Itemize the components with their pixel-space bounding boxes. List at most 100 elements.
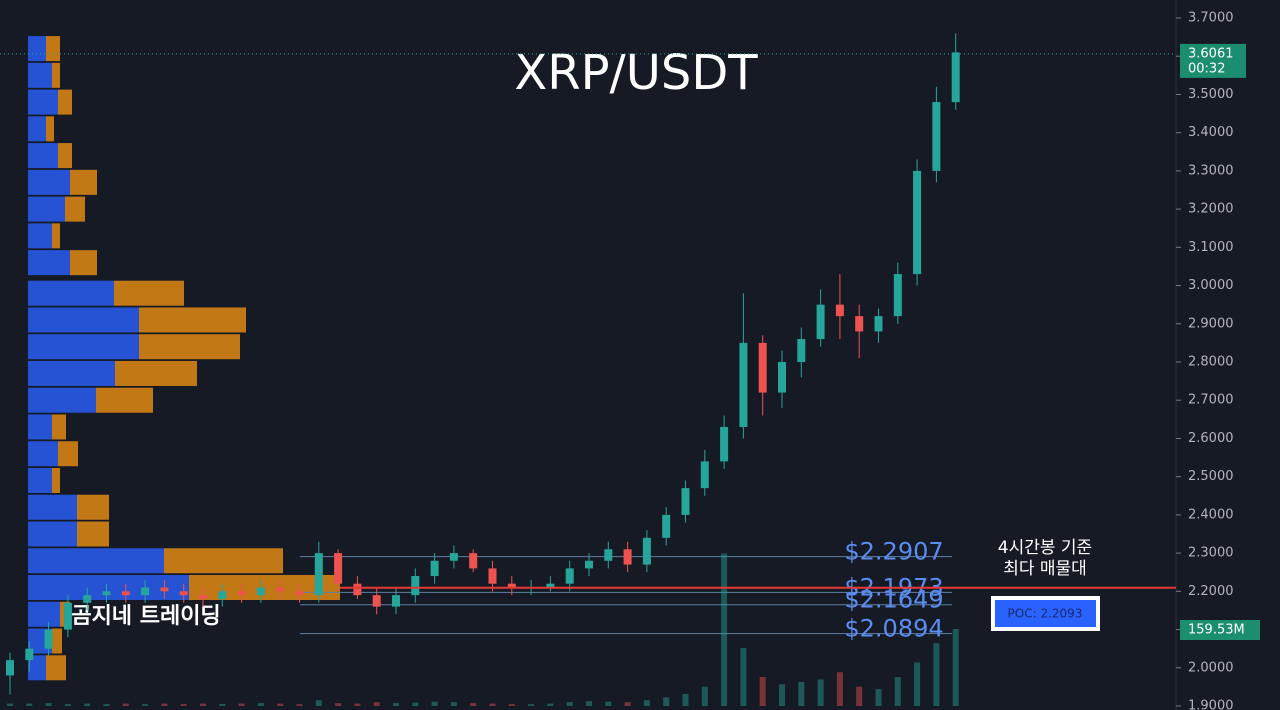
y-tick-label: 3.1000 xyxy=(1188,240,1234,255)
profile-buy xyxy=(28,116,46,142)
profile-sell xyxy=(115,360,197,386)
countdown: 00:32 xyxy=(1188,61,1225,76)
level-label: $2.2907 xyxy=(844,538,943,566)
candle-body xyxy=(199,595,207,599)
candle-body xyxy=(893,274,902,317)
volume-bar xyxy=(721,553,728,706)
volume-bar xyxy=(431,701,438,706)
volume-bar xyxy=(586,701,592,706)
volume-bar xyxy=(393,703,399,706)
y-tick-label: 2.4000 xyxy=(1188,507,1234,522)
profile-buy xyxy=(28,334,139,360)
volume-bar xyxy=(779,684,785,706)
profile-buy xyxy=(28,62,52,88)
candle-body xyxy=(507,583,516,588)
volume-bar xyxy=(836,672,843,706)
y-tick-label: 2.5000 xyxy=(1188,469,1234,484)
volume-bar xyxy=(643,700,650,706)
watermark: 곰지네 트레이딩 xyxy=(71,604,220,629)
profile-buy xyxy=(28,250,70,276)
profile-buy xyxy=(28,414,52,440)
profile-sell xyxy=(52,467,60,493)
candle-body xyxy=(855,316,864,332)
candle-body xyxy=(218,591,227,599)
candle-body xyxy=(179,591,188,596)
profile-buy xyxy=(28,467,52,493)
candle-body xyxy=(353,583,362,596)
candle-body xyxy=(411,576,420,596)
candle-body xyxy=(488,568,497,584)
profile-sell xyxy=(58,89,72,115)
y-tick-label: 2.9000 xyxy=(1188,316,1234,331)
volume-bar xyxy=(508,704,515,706)
volume-bar xyxy=(26,703,33,706)
level-label: $2.1649 xyxy=(844,586,943,614)
candle-body xyxy=(295,591,304,596)
candle-body xyxy=(314,553,323,596)
candle-body xyxy=(121,591,130,596)
candle-body xyxy=(334,553,343,584)
profile-buy xyxy=(28,360,115,386)
candle-body xyxy=(778,362,786,393)
profile-buy xyxy=(28,280,114,306)
candle-body xyxy=(642,537,651,565)
volume-bar xyxy=(315,700,322,706)
volume-bar xyxy=(470,703,477,706)
profile-sell xyxy=(139,334,240,360)
profile-sell xyxy=(46,116,54,142)
candle-body xyxy=(256,587,265,596)
y-tick-label: 2.0000 xyxy=(1188,660,1234,675)
candle-body xyxy=(681,488,690,515)
y-tick-label: 3.0000 xyxy=(1188,278,1234,293)
candle-body xyxy=(797,339,806,362)
profile-buy xyxy=(28,441,58,467)
poc-inner xyxy=(995,600,1096,627)
volume-bar xyxy=(64,704,71,706)
profile-buy xyxy=(28,36,46,62)
volume-bar xyxy=(875,689,882,706)
profile-sell xyxy=(46,36,60,62)
volume-bar xyxy=(238,703,245,706)
volume-bar xyxy=(161,703,168,706)
profile-sell xyxy=(58,441,78,467)
volume-bar xyxy=(373,702,380,706)
y-tick-label: 2.8000 xyxy=(1188,355,1234,370)
volume-bar xyxy=(103,704,110,706)
candle-body xyxy=(623,549,632,565)
profile-buy xyxy=(28,387,96,413)
profile-sell xyxy=(139,307,246,333)
annotation: 최다 매물대 xyxy=(1003,559,1087,579)
y-tick-label: 3.4000 xyxy=(1188,125,1234,140)
volume-bar xyxy=(335,703,342,706)
volume-bar xyxy=(798,681,805,706)
y-tick-label: 1.9000 xyxy=(1188,699,1234,710)
y-tick-label: 3.5000 xyxy=(1188,87,1234,102)
profile-sell xyxy=(52,628,62,654)
profile-buy xyxy=(28,196,65,222)
profile-sell xyxy=(65,196,85,222)
candle-body xyxy=(392,595,400,607)
volume-bar xyxy=(257,703,264,706)
profile-sell xyxy=(58,143,72,169)
volume-badge xyxy=(1180,620,1260,640)
volume-bar xyxy=(547,703,554,706)
volume-bar xyxy=(740,648,747,706)
profile-sell xyxy=(77,494,109,520)
volume-bar xyxy=(933,643,940,706)
candle-body xyxy=(739,342,748,427)
volume-bar xyxy=(759,677,766,706)
volume-bar xyxy=(180,704,187,706)
profile-sell xyxy=(52,62,60,88)
profile-buy xyxy=(28,143,58,169)
candle-body xyxy=(44,629,53,649)
volume-bar xyxy=(277,703,284,706)
poc-label: POC: 2.2093 xyxy=(1008,607,1083,621)
volume-bar xyxy=(663,697,670,706)
candle-body xyxy=(160,587,169,592)
annotation: 4시간봉 기준 xyxy=(998,538,1092,558)
y-tick-label: 3.7000 xyxy=(1188,11,1234,26)
volume-bar xyxy=(489,703,496,706)
candle-body xyxy=(662,514,671,538)
candle-body xyxy=(6,660,14,676)
